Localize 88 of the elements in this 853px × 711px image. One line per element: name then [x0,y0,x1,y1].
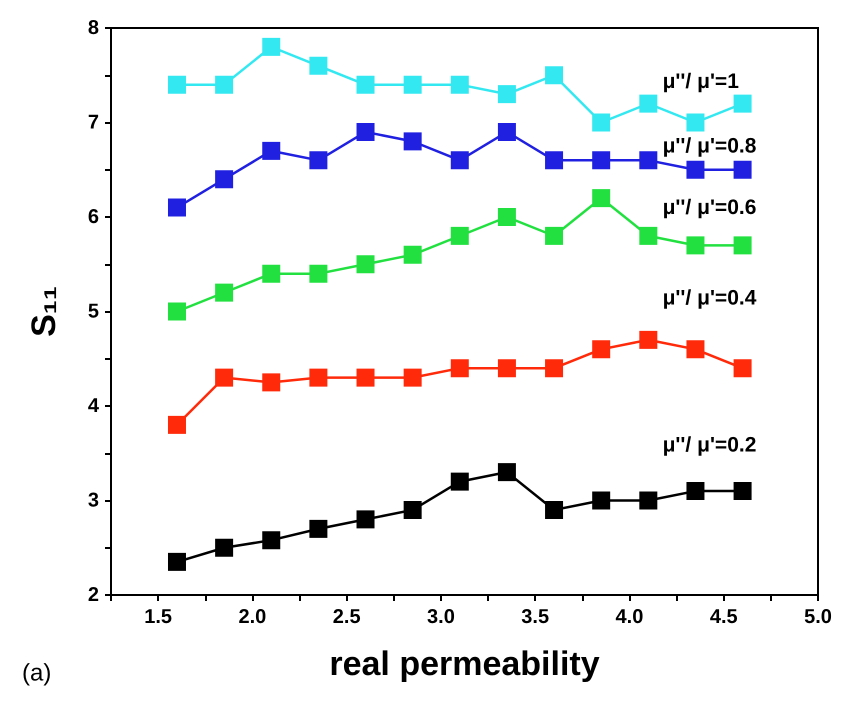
point [215,368,234,387]
point [215,538,234,557]
point [734,482,752,500]
point [545,359,564,378]
point [498,208,516,226]
point [498,85,516,104]
point [262,142,280,160]
point [450,151,469,170]
point [498,463,516,482]
point [545,66,564,84]
point [309,368,328,387]
y-axis-title: S₁₁ [25,286,63,337]
point [592,340,610,358]
y-tick-label: 7 [88,112,99,134]
y-tick-label: 3 [88,490,99,512]
point [215,170,234,188]
point [404,76,422,94]
point [168,552,186,571]
point [686,114,704,132]
text: (a) [22,660,52,686]
series-label: μ''/ μ'=0.8 [662,134,757,158]
point [592,492,610,510]
series-label: μ''/ μ'=0.4 [662,286,757,310]
point [450,76,469,94]
y-tick-label: 6 [88,206,99,228]
point [639,492,658,510]
x-tick-label: 5.0 [804,606,832,628]
point [734,359,752,378]
point [168,76,186,94]
x-tick-label: 3.5 [521,606,550,628]
point [686,482,704,500]
point [592,189,610,208]
x-tick-label: 3.0 [427,606,455,628]
series-label: μ''/ μ'=0.6 [662,196,756,219]
point [356,122,375,141]
point [592,151,610,170]
x-axis-title: real permeability [329,645,600,683]
point [262,531,280,550]
x-tick-label: 4.5 [710,606,738,628]
point [686,160,704,179]
point [215,284,234,302]
y-tick-label: 2 [88,584,99,606]
point [215,76,234,94]
point [356,510,375,528]
point [404,500,422,519]
x-tick-label: 2.5 [332,606,361,628]
point [545,226,564,245]
point [404,132,422,150]
point [356,255,375,274]
point [309,264,328,283]
point [639,151,658,170]
point [262,264,280,283]
point [262,373,280,392]
point [450,359,469,378]
x-tick-label: 1.5 [144,606,172,628]
point [404,368,422,387]
point [168,416,186,434]
point [262,38,280,56]
point [686,340,704,358]
point [498,122,516,141]
point [686,236,704,254]
point [592,114,610,132]
point [168,198,186,217]
point [545,500,564,519]
point [450,226,469,245]
point [734,94,752,113]
point [734,160,752,179]
series-label: μ''/ μ'=0.2 [662,434,756,457]
point [498,359,516,378]
point [450,472,469,491]
point [404,246,422,264]
point [309,520,328,538]
point [356,76,375,94]
series-label: μ''/ μ'=1 [662,70,740,94]
point [356,368,375,387]
point [309,56,328,75]
point [545,151,564,170]
y-tick-label: 8 [88,17,99,39]
y-tick-label: 5 [88,300,99,322]
point [309,151,328,170]
x-tick-label: 4.0 [616,606,644,628]
point [639,226,658,245]
y-tick-label: 4 [88,395,100,417]
point [639,94,658,113]
point [734,236,752,254]
x-tick-label: 2.0 [238,606,266,628]
point [168,302,186,320]
point [639,330,658,349]
